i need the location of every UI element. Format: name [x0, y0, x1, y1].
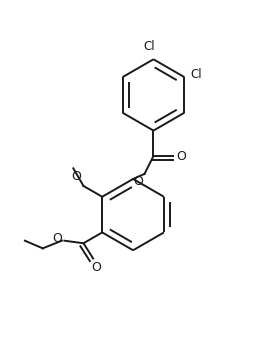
Text: O: O — [133, 175, 143, 188]
Text: O: O — [91, 261, 101, 274]
Text: O: O — [52, 232, 62, 245]
Text: Cl: Cl — [191, 68, 202, 81]
Text: O: O — [71, 170, 81, 183]
Text: O: O — [176, 150, 186, 163]
Text: Cl: Cl — [144, 40, 155, 53]
